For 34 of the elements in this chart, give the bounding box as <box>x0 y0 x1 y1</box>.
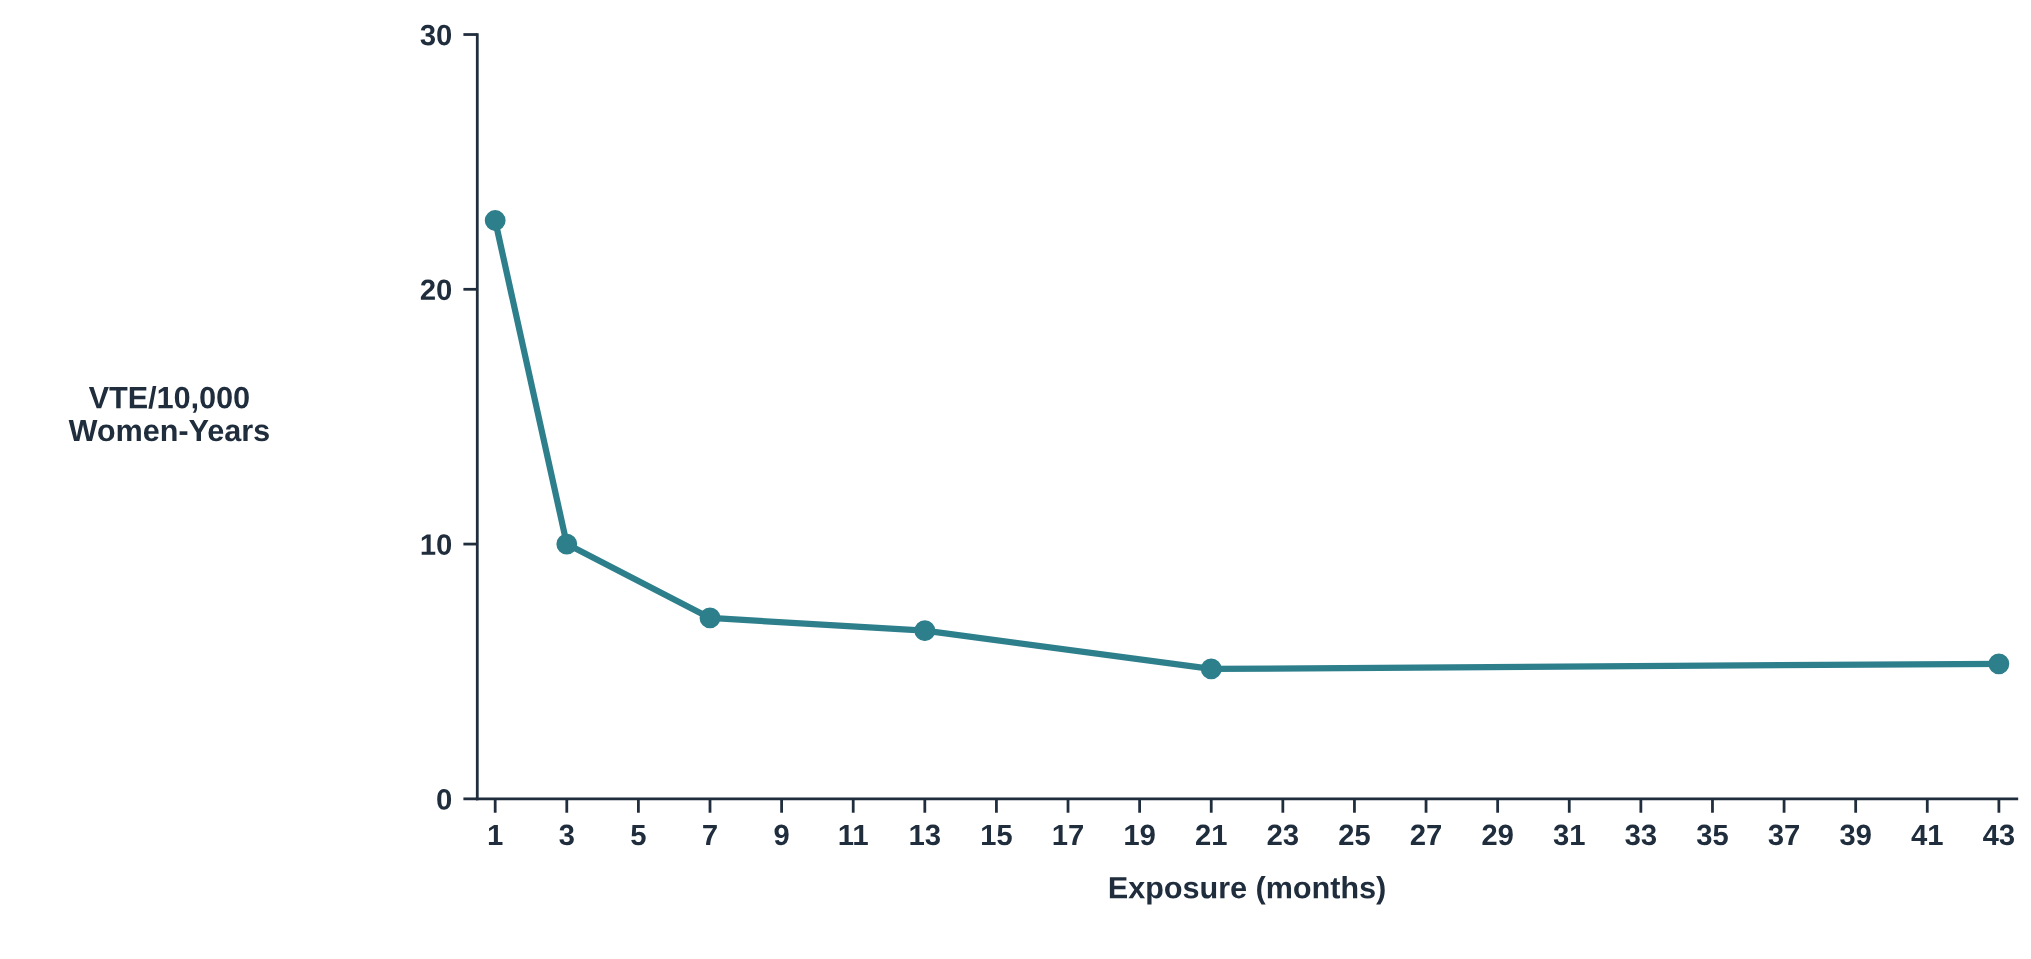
x-tick-label: 27 <box>1410 824 1441 845</box>
x-tick-label: 3 <box>559 824 574 846</box>
x-tick-label: 9 <box>774 824 789 846</box>
x-tick-label: 29 <box>1482 824 1513 846</box>
x-tick-label: 11 <box>839 824 868 845</box>
x-tick-label: 5 <box>631 824 646 846</box>
x-tick-label: 41 <box>1911 824 1943 845</box>
x-tick-label: 33 <box>1625 824 1657 846</box>
x-tick-label: 19 <box>1125 824 1155 846</box>
x-tick-label: 39 <box>1840 824 1871 846</box>
x-tick-label: 13 <box>910 824 940 846</box>
x-tick-label: 35 <box>1696 824 1728 846</box>
point <box>699 607 721 629</box>
y-tick-label: 0 <box>437 789 452 810</box>
x-tick-label: 1 <box>488 824 503 845</box>
y-tick-label: 20 <box>420 279 452 301</box>
point <box>556 533 578 555</box>
x-tick-label: 7 <box>703 824 717 845</box>
x-tick-label: 15 <box>982 824 1012 846</box>
y-tick-label: 30 <box>420 24 452 46</box>
x-tick-label: 43 <box>1983 824 2015 846</box>
point <box>484 210 506 231</box>
point <box>914 620 936 642</box>
x-tick-label: 31 <box>1553 824 1585 846</box>
x-tick-label: 21 <box>1196 824 1227 845</box>
point <box>1988 653 2010 675</box>
x-tick-label: 25 <box>1339 824 1370 846</box>
x-tick-label: 37 <box>1768 824 1800 846</box>
point <box>1200 658 1222 680</box>
x-axis-title: Exposure (months) <box>1109 876 1385 905</box>
x-tick-label: 23 <box>1267 824 1298 846</box>
x-tick-label: 17 <box>1053 824 1083 845</box>
y-axis-title: VTE/10,000 Women-Years <box>68 385 269 442</box>
y-tick-label: 10 <box>421 534 452 555</box>
